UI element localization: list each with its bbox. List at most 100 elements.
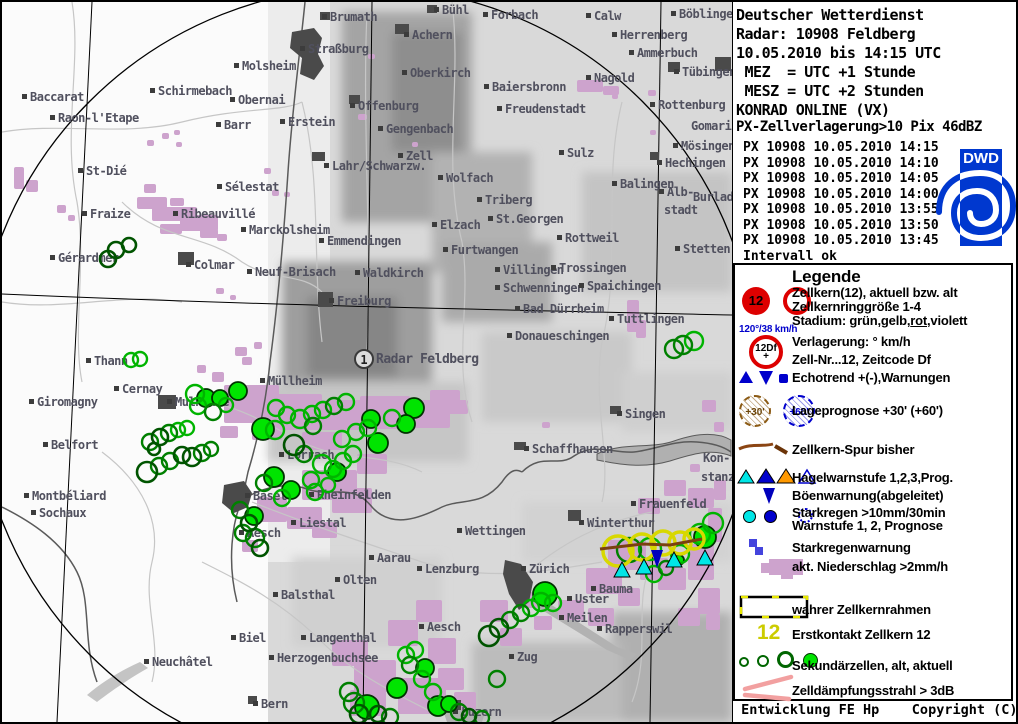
town-label: Kon- xyxy=(703,451,730,465)
precip-area xyxy=(480,600,508,622)
legend-text: Hagelwarnstufe 1,2,3,Prog. xyxy=(792,470,953,485)
precip-area xyxy=(230,295,236,300)
town-marker-icon xyxy=(557,235,562,240)
cell-ring-recent xyxy=(313,400,333,420)
town-label: Balingen xyxy=(612,177,674,191)
cell-ring-oldest xyxy=(488,617,510,639)
header-line: Deutscher Wetterdienst xyxy=(736,6,924,24)
town-marker-icon xyxy=(369,555,374,560)
town-label: Freudenstadt xyxy=(497,102,586,116)
cell-current xyxy=(403,397,425,419)
town-marker-icon xyxy=(280,119,285,124)
town-marker-icon xyxy=(404,32,409,37)
town-marker-icon xyxy=(617,411,622,416)
town-label: Molsheim xyxy=(234,59,296,73)
town-marker-icon xyxy=(524,446,529,451)
cell-ring-recent xyxy=(122,351,140,369)
precip-area xyxy=(428,638,456,664)
town-label: Rottenburg xyxy=(650,98,726,112)
cell-ring-oldest xyxy=(146,441,162,457)
precip-area xyxy=(160,224,182,234)
px-timestamp: PX 10908 10.05.2010 13:50 xyxy=(743,218,939,233)
cell-ring-old xyxy=(663,338,685,360)
town-label: Müllheim xyxy=(260,374,322,388)
town-marker-icon xyxy=(657,160,662,165)
town-marker-icon xyxy=(24,493,29,498)
precip-area xyxy=(664,480,686,496)
prognosis-60-icon: +60' xyxy=(783,395,815,427)
city-areas xyxy=(158,5,731,710)
town-marker-icon xyxy=(674,69,679,74)
town-marker-icon xyxy=(309,492,314,497)
town-marker-icon xyxy=(301,635,306,640)
cell-ring-old xyxy=(192,443,212,463)
cell-ring-yellow-stage xyxy=(682,527,706,551)
precip-area xyxy=(534,616,552,630)
town-marker-icon xyxy=(247,269,252,274)
radar-map: Brumath Straßburg Molsheim Schirmebach Obern… xyxy=(2,2,733,722)
cell-ring-old xyxy=(672,334,694,356)
header-line: MESZ = UTC +2 Stunden xyxy=(736,82,925,100)
rain-warn1-icon xyxy=(743,510,756,523)
cell-ring-oldest xyxy=(368,704,388,722)
cell-ring-oldest xyxy=(172,445,192,465)
town-label: Sulz xyxy=(559,146,594,160)
vector-cell-icon: 12Df + xyxy=(749,335,783,369)
header-line: PX-Zellverlagerung>10 Pix 46dBZ xyxy=(736,119,982,135)
town-label: Erstein xyxy=(280,115,336,129)
town-marker-icon xyxy=(322,14,327,19)
town-label: Elzach xyxy=(432,218,481,232)
cell-ring-old xyxy=(400,655,420,675)
town-marker-icon xyxy=(260,378,265,383)
cell-ring-recent xyxy=(358,418,378,438)
prognosis-30-icon: +30' xyxy=(739,395,771,427)
town-marker-icon xyxy=(673,143,678,148)
town-marker-icon xyxy=(241,227,246,232)
town-label: Baccarat xyxy=(22,90,84,104)
precip-area xyxy=(144,184,156,193)
town-label: Nagold xyxy=(586,71,635,85)
footer-credit: Entwicklung FE Hp Copyright (C) DWD xyxy=(741,702,1018,718)
town-marker-icon xyxy=(43,442,48,447)
cell-ring-old xyxy=(230,500,250,520)
town-marker-icon xyxy=(675,246,680,251)
town-label: Freiburg xyxy=(329,294,391,308)
precip-area xyxy=(412,142,418,147)
town-marker-icon xyxy=(31,510,36,515)
legend-text: Stadium: grün,gelb,rot,violett xyxy=(792,313,968,328)
town-marker-icon xyxy=(335,577,340,582)
town-marker-icon xyxy=(631,501,636,506)
legend-text: akt. Niederschlag >2mm/h xyxy=(792,559,948,574)
precip-area xyxy=(170,198,184,206)
legend-text: Zellkernringgröße 1-4 xyxy=(792,299,921,314)
hail-warning-icon xyxy=(696,548,714,566)
town-marker-icon xyxy=(559,615,564,620)
town-marker-icon xyxy=(239,530,244,535)
cell-ring-oldest xyxy=(348,703,370,722)
town-label: Fraize xyxy=(82,207,131,221)
cell-current xyxy=(386,677,408,699)
precip-area xyxy=(714,480,726,500)
lake-zurich xyxy=(524,590,637,660)
town-marker-icon xyxy=(114,386,119,391)
precip-area xyxy=(603,86,619,95)
precip-area xyxy=(706,614,720,630)
town-label: Montbéliard xyxy=(24,489,106,503)
precip-area xyxy=(648,90,656,96)
precip-area xyxy=(162,133,169,139)
town-label: Furtwangen xyxy=(443,243,519,257)
town-label: Winterthur xyxy=(579,516,655,530)
town-label: Villingen xyxy=(495,263,564,277)
town-label: Aarau xyxy=(369,551,411,565)
town-marker-icon xyxy=(279,452,284,457)
town-label: Colmar xyxy=(186,258,235,272)
town-marker-icon xyxy=(29,399,34,404)
precip-area xyxy=(618,588,640,606)
precip-area xyxy=(678,608,700,626)
town-marker-icon xyxy=(612,32,617,37)
precip-area xyxy=(220,426,238,438)
cell-ring-oldest xyxy=(282,433,306,457)
cell-ring-old xyxy=(254,473,274,493)
firstcontact-number-icon: 12 xyxy=(757,621,781,644)
cell-ring-old xyxy=(511,603,531,623)
